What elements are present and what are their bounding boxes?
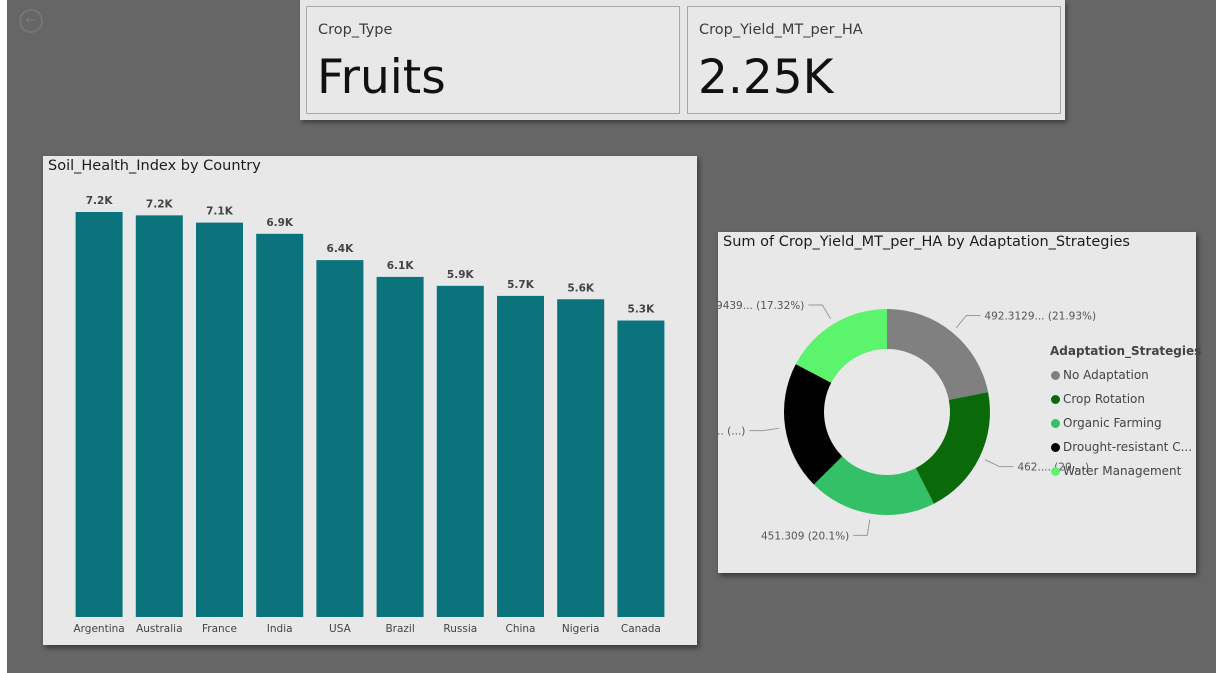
legend-label: Crop Rotation	[1063, 392, 1146, 406]
bar[interactable]	[497, 295, 544, 617]
report-canvas: ← Crop_Type Fruits Crop_Yield_MT_per_HA …	[7, 0, 1216, 673]
leader-line	[808, 304, 832, 319]
chart-title: Sum of Crop_Yield_MT_per_HA by Adaptatio…	[723, 234, 1130, 250]
x-tick-label: China	[506, 623, 536, 635]
legend-marker-icon	[1051, 418, 1060, 428]
bar-data-label: 6.4K	[327, 243, 355, 255]
x-tick-label: France	[202, 623, 237, 635]
legend-title: Adaptation_Strategies	[1050, 344, 1202, 358]
bar-data-label: 6.9K	[266, 217, 294, 229]
donut-chart-svg: 492.3129... (21.93%)462.... (20....)451.…	[718, 300, 1096, 542]
donut-slice[interactable]	[795, 309, 887, 383]
slice-data-label: 492.3129... (21.93%)	[984, 310, 1096, 322]
crop-yield-donut-chart[interactable]: Sum of Crop_Yield_MT_per_HA by Adaptatio…	[718, 232, 1202, 573]
x-tick-label: Nigeria	[562, 623, 600, 635]
crop-yield-card[interactable]: Crop_Yield_MT_per_HA 2.25K	[687, 6, 1061, 114]
legend-item[interactable]: Drought-resistant C...	[1050, 435, 1192, 459]
bar-data-label: 5.7K	[507, 279, 535, 291]
donut-slice[interactable]	[813, 456, 934, 515]
bar-data-label: 5.3K	[628, 304, 656, 316]
bar[interactable]	[436, 285, 484, 617]
donut-slice[interactable]	[915, 392, 990, 504]
bar[interactable]	[617, 320, 665, 617]
bar-data-label: 7.2K	[86, 195, 114, 207]
bar-chart-svg: 7.2K Argentina 7.2K Australia 7.1K France 6.9K…	[73, 195, 665, 635]
x-tick-label: Australia	[136, 623, 182, 635]
legend-marker-icon	[1051, 442, 1060, 452]
bar[interactable]	[316, 260, 364, 617]
leader-line	[955, 314, 981, 329]
bar[interactable]	[256, 233, 304, 618]
x-tick-label: Canada	[621, 623, 661, 635]
bar[interactable]	[557, 299, 605, 617]
slice-data-label: 451.309 (20.1%)	[761, 530, 849, 542]
x-tick-label: India	[267, 623, 293, 635]
soil-health-bar-chart[interactable]: Soil_Health_Index by Country 7.2K Argenti…	[43, 156, 697, 645]
x-tick-label: Brazil	[385, 623, 414, 635]
bar-data-label: 5.6K	[567, 282, 595, 294]
crop-type-card[interactable]: Crop_Type Fruits	[306, 6, 680, 114]
legend-label: Drought-resistant C...	[1063, 440, 1192, 454]
bar[interactable]	[135, 215, 183, 617]
legend-item[interactable]: Crop Rotation	[1050, 387, 1192, 411]
bar-data-label: 5.9K	[447, 269, 475, 281]
leader-line	[984, 459, 1014, 468]
legend-item[interactable]: Organic Farming	[1050, 411, 1192, 435]
donut-slice[interactable]	[784, 364, 843, 485]
bar-data-label: 7.2K	[146, 198, 174, 210]
leader-line	[853, 519, 871, 536]
bar-data-label: 7.1K	[206, 206, 234, 218]
card-value: Fruits	[317, 50, 446, 105]
kpi-card-group: Crop_Type Fruits Crop_Yield_MT_per_HA 2.…	[300, 0, 1065, 120]
slice-data-label: 45... (...)	[718, 426, 745, 438]
bar[interactable]	[196, 222, 243, 617]
card-label: Crop_Type	[318, 22, 393, 38]
leader-line	[749, 427, 780, 432]
x-tick-label: Argentina	[73, 623, 124, 635]
card-value: 2.25K	[698, 50, 834, 105]
legend-item[interactable]: Water Management	[1050, 459, 1192, 483]
bar[interactable]	[75, 212, 123, 617]
legend-label: Organic Farming	[1063, 416, 1162, 430]
bar-data-label: 6.1K	[387, 260, 415, 272]
bar[interactable]	[376, 276, 424, 617]
legend-label: No Adaptation	[1063, 368, 1149, 382]
legend-marker-icon	[1051, 466, 1060, 476]
x-tick-label: Russia	[443, 623, 477, 635]
legend-item[interactable]: No Adaptation	[1050, 363, 1192, 387]
legend-marker-icon	[1051, 394, 1060, 404]
chart-title: Soil_Health_Index by Country	[48, 158, 261, 174]
slice-data-label: 388.9439... (17.32%)	[718, 300, 804, 312]
back-arrow-icon[interactable]: ←	[19, 9, 43, 33]
donut-slice[interactable]	[887, 309, 989, 400]
x-tick-label: USA	[329, 623, 352, 635]
legend-marker-icon	[1051, 370, 1060, 380]
card-label: Crop_Yield_MT_per_HA	[699, 22, 863, 38]
donut-legend: Adaptation_Strategies No Adaptation Crop …	[1050, 344, 1202, 483]
legend-label: Water Management	[1063, 464, 1182, 478]
